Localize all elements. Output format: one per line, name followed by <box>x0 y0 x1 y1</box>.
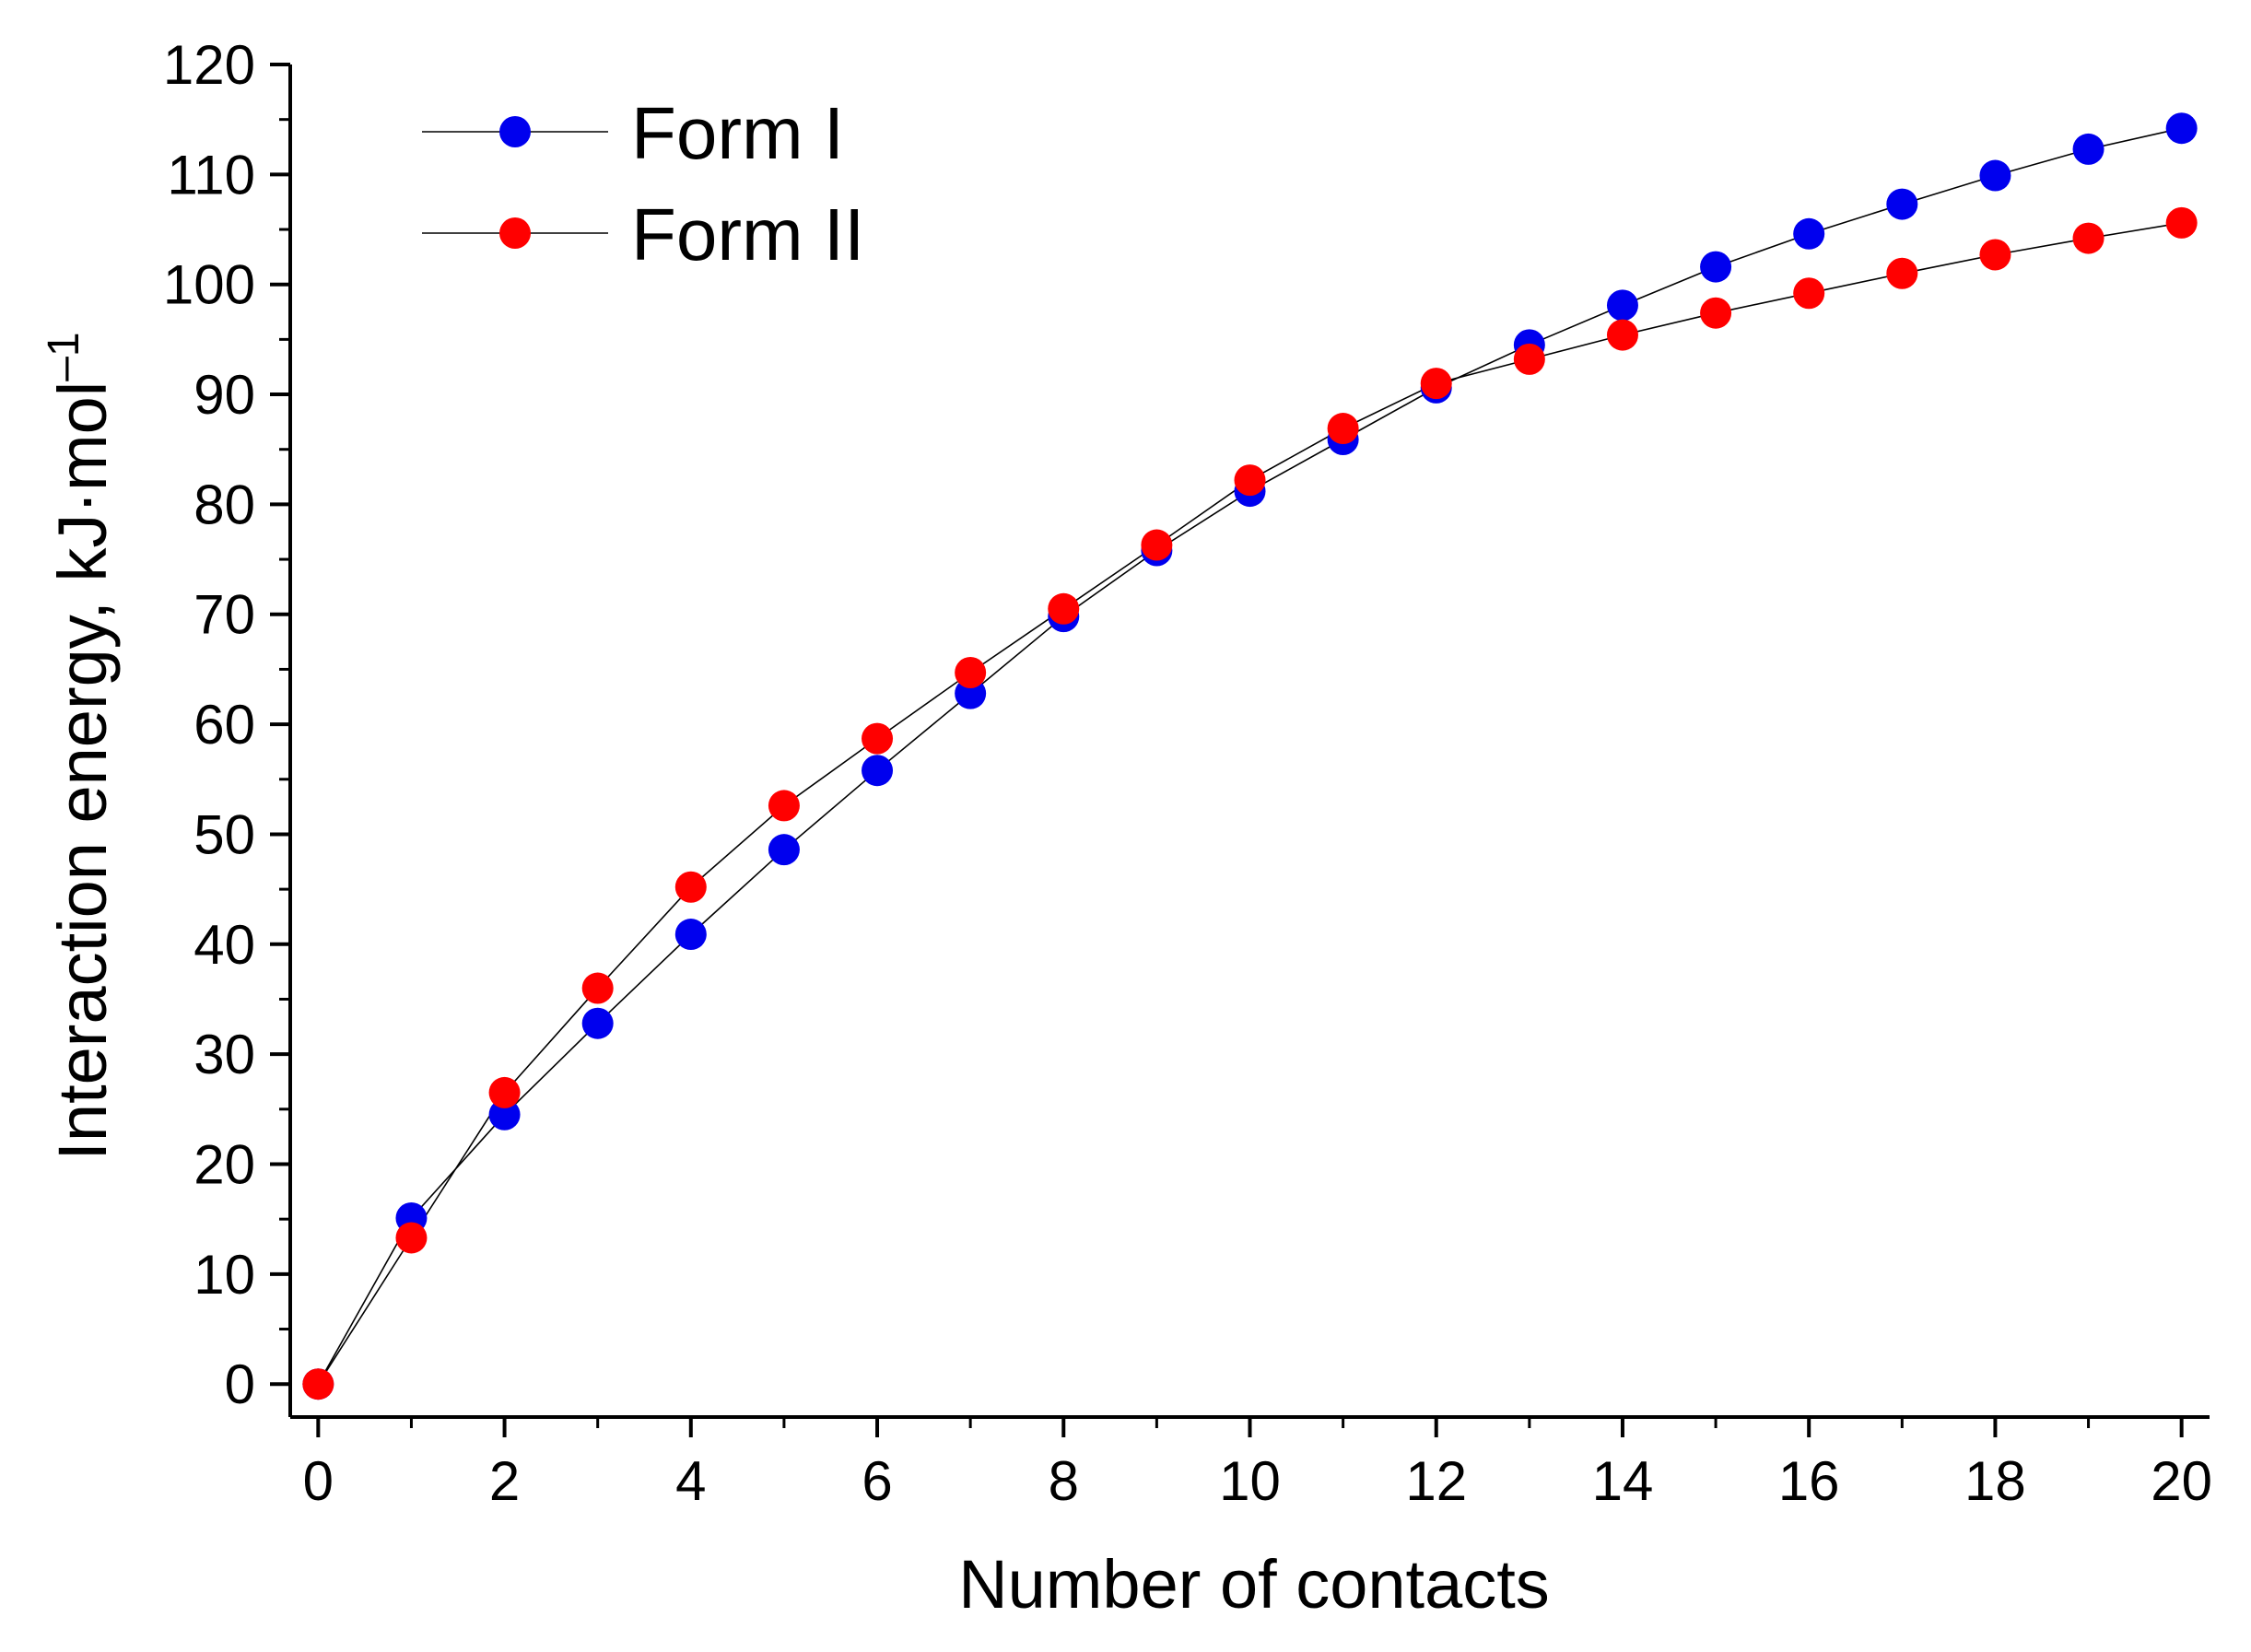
y-axis-title-main: Interaction energy, kJ·mol <box>44 381 121 1161</box>
x-tick-label: 12 <box>1405 1450 1467 1512</box>
series-1-point <box>1979 159 2011 192</box>
series-2-point <box>674 871 707 903</box>
y-tick-label: 110 <box>167 144 255 205</box>
series-2-point <box>1327 413 1359 445</box>
series-2-point <box>1420 368 1452 400</box>
x-tick-label: 20 <box>2151 1450 2212 1512</box>
y-tick-label: 60 <box>193 694 255 756</box>
series-2-point <box>1886 257 1918 289</box>
x-tick-label: 6 <box>862 1450 892 1512</box>
y-tick-label: 100 <box>163 254 255 316</box>
series-2-point <box>1979 239 2011 271</box>
series-2-point <box>581 972 614 1004</box>
x-tick-label: 8 <box>1049 1450 1079 1512</box>
legend: Form I Form II <box>422 92 864 275</box>
series-points <box>302 112 2198 1400</box>
series-2-point <box>1793 277 1825 310</box>
y-tick-label: 10 <box>193 1244 255 1306</box>
y-tick-label: 50 <box>193 803 255 865</box>
x-tick-label: 4 <box>675 1450 706 1512</box>
series-2-point <box>1700 297 1732 329</box>
series-1-point <box>862 755 894 787</box>
y-tick-label: 30 <box>193 1024 255 1085</box>
x-tick-label: 14 <box>1592 1450 1654 1512</box>
series-2-point <box>488 1076 521 1108</box>
series-1-point <box>1606 289 1638 322</box>
series-1-point <box>1793 217 1825 250</box>
x-tick-label: 16 <box>1778 1450 1840 1512</box>
series-1-point <box>2165 112 2198 145</box>
series-2-point <box>955 657 987 689</box>
y-tick-label: 40 <box>193 914 255 976</box>
series-2-point <box>1513 343 1545 375</box>
axes: 0 2 4 6 8 10 12 14 16 18 20 0 10 20 30 40 50 60 70 80 90 100 1… <box>163 34 2212 1512</box>
x-tick-label: 2 <box>489 1450 520 1512</box>
y-tick-label: 20 <box>193 1133 255 1195</box>
legend-item-1-marker <box>499 116 531 147</box>
legend-item-1-label: Form I <box>631 92 844 174</box>
y-axis-title: Interaction energy, kJ·mol–1 <box>40 332 121 1160</box>
legend-item-2-marker <box>499 217 531 249</box>
series-2-point <box>1606 319 1638 351</box>
series-2-point <box>2165 206 2198 239</box>
x-tick-label: 10 <box>1219 1450 1281 1512</box>
series-2-point <box>1234 464 1266 497</box>
series-1-point <box>488 1098 521 1131</box>
series-2-point <box>1141 529 1173 561</box>
y-tick-label: 70 <box>193 584 255 646</box>
x-axis-title: Number of contacts <box>958 1546 1550 1623</box>
series-2-point <box>302 1368 334 1400</box>
y-axis-title-superscript: –1 <box>40 332 88 381</box>
series-1-point <box>2072 133 2104 165</box>
series-2-point <box>862 722 894 755</box>
series-1-point <box>768 834 800 866</box>
series-2-point <box>395 1222 428 1254</box>
y-tick-label: 80 <box>193 474 255 535</box>
series-2-point <box>1048 592 1080 625</box>
series-2-point <box>2072 222 2104 254</box>
series-1-point <box>581 1007 614 1039</box>
y-tick-label: 0 <box>225 1353 255 1415</box>
series-1-point <box>674 919 707 951</box>
y-tick-label: 120 <box>163 34 255 96</box>
y-tick-label: 90 <box>193 364 255 426</box>
series-1-point <box>1700 251 1732 283</box>
series-2-point <box>768 790 800 822</box>
x-tick-label: 0 <box>303 1450 334 1512</box>
series-1-point <box>1886 188 1918 220</box>
legend-item-2-label: Form II <box>631 193 864 275</box>
x-tick-label: 18 <box>1964 1450 2026 1512</box>
